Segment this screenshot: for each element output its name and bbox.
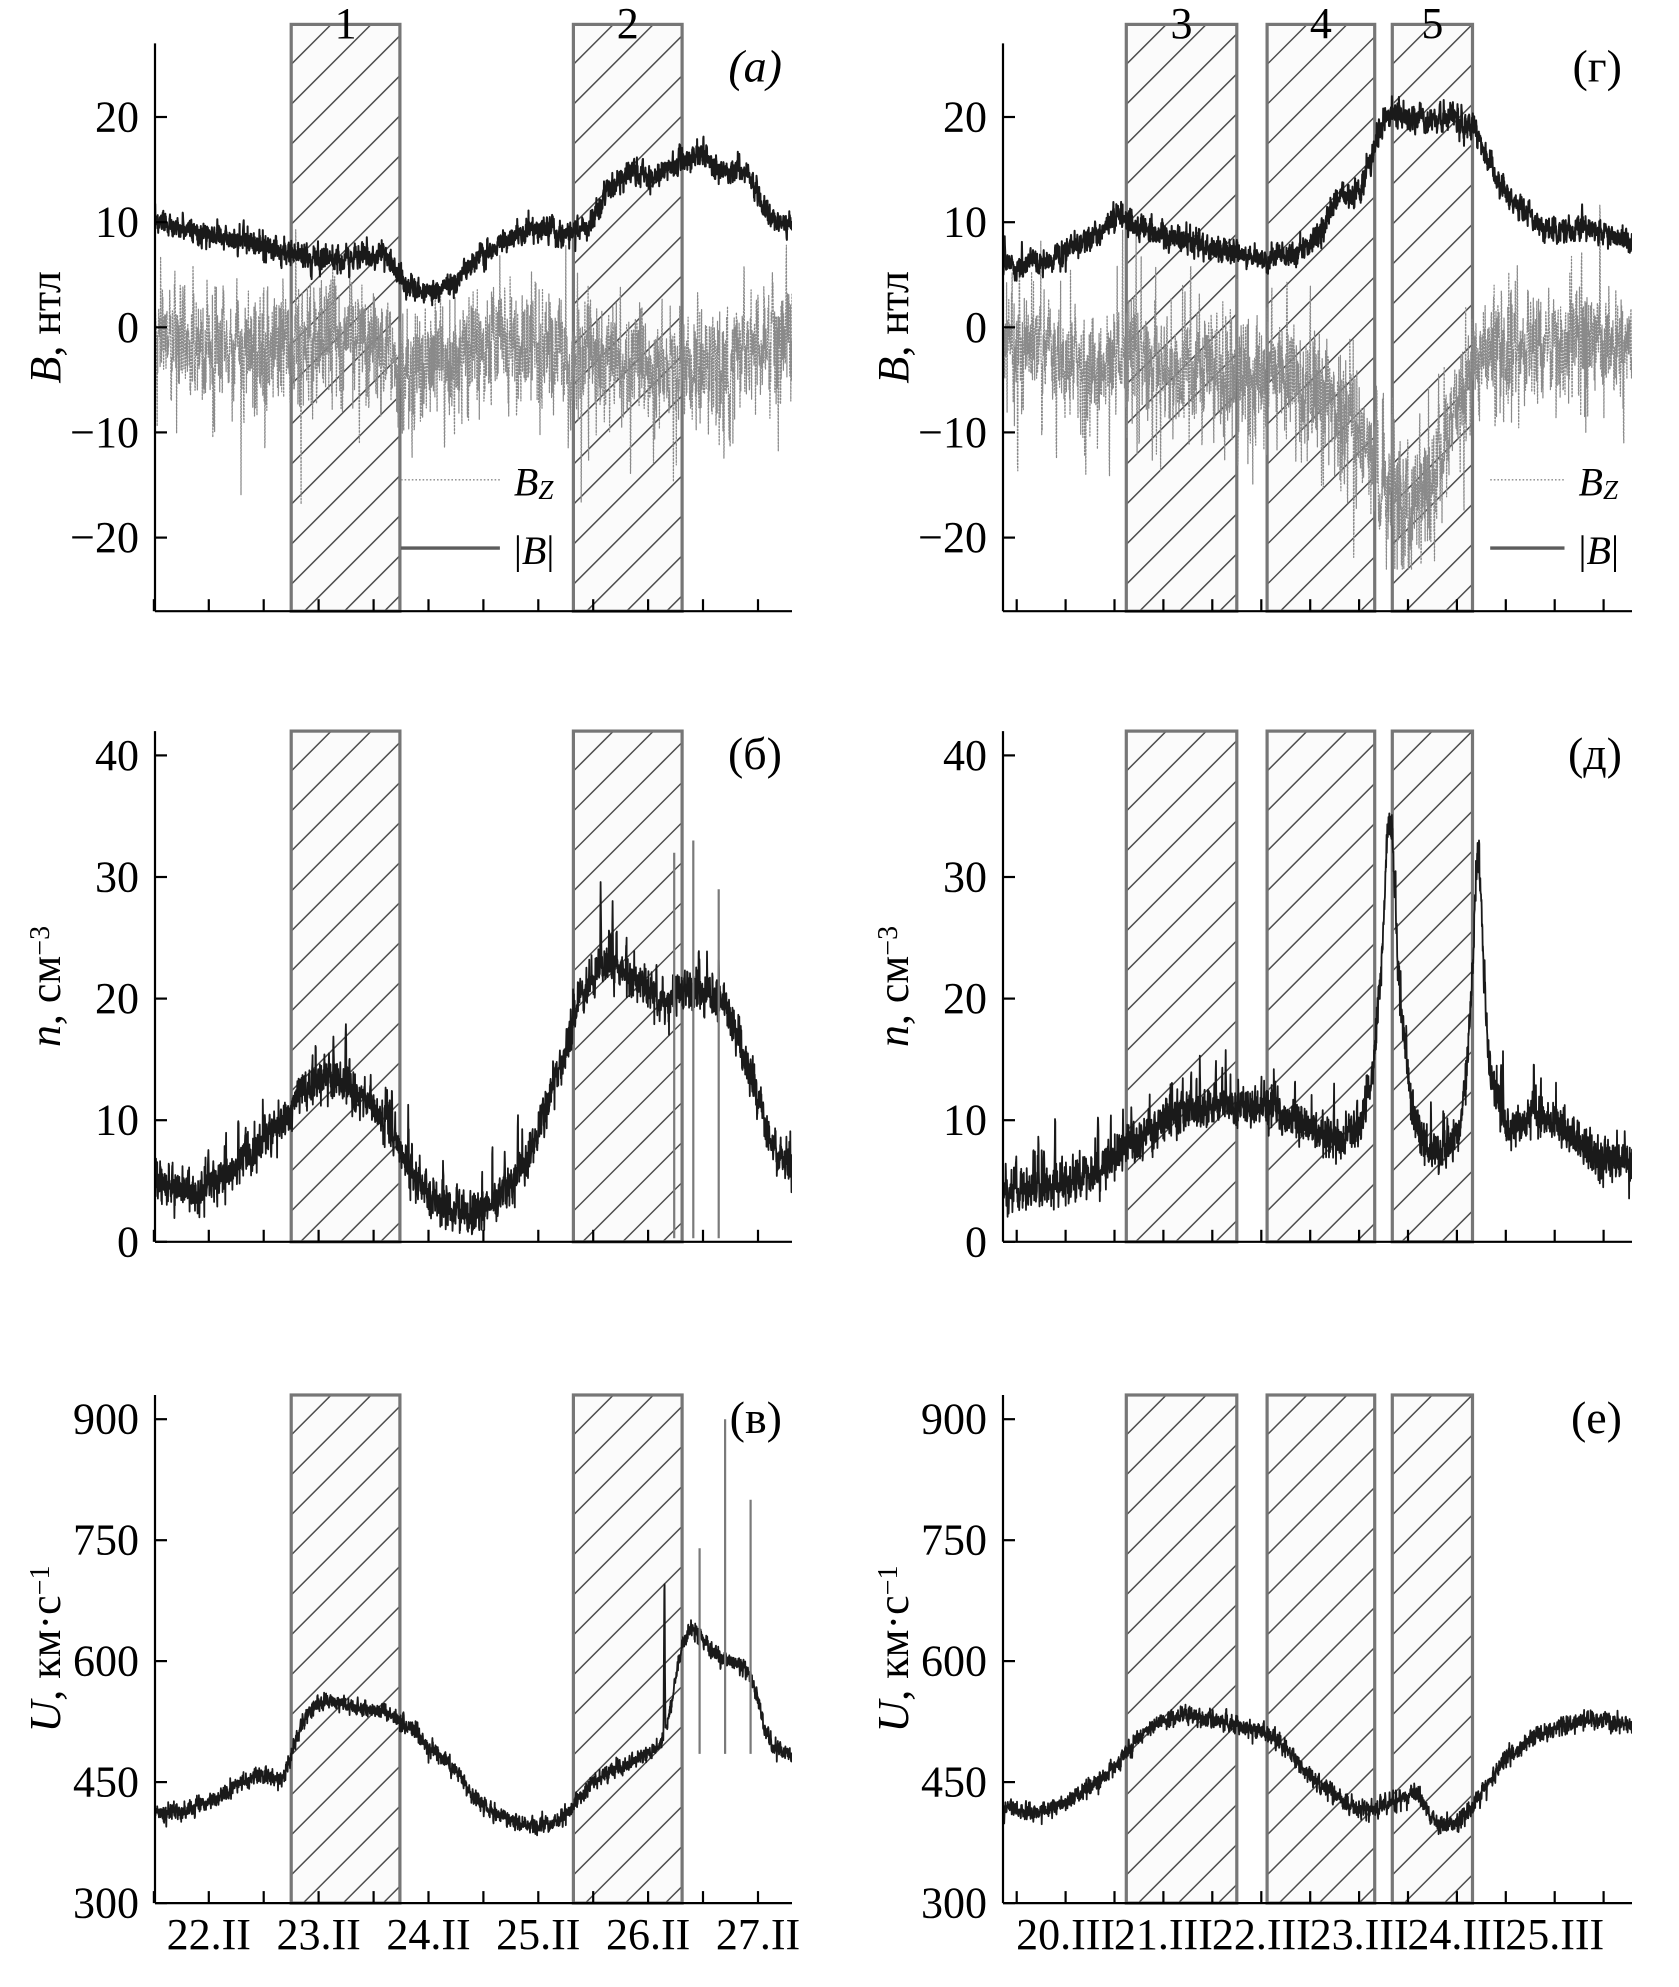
svg-text:0: 0 bbox=[965, 1217, 987, 1266]
svg-text:B, нтл: B, нтл bbox=[869, 271, 918, 384]
svg-text:26.II: 26.II bbox=[606, 1910, 690, 1959]
svg-text:600: 600 bbox=[73, 1637, 139, 1686]
svg-text:25.II: 25.II bbox=[496, 1910, 580, 1959]
svg-text:23.III: 23.III bbox=[1310, 1910, 1409, 1959]
svg-text:300: 300 bbox=[921, 1879, 987, 1928]
svg-text:10: 10 bbox=[95, 1096, 139, 1145]
svg-text:24.II: 24.II bbox=[386, 1910, 470, 1959]
svg-text:(д): (д) bbox=[1568, 728, 1622, 779]
svg-text:27.II: 27.II bbox=[716, 1910, 800, 1959]
svg-text:900: 900 bbox=[73, 1395, 139, 1444]
svg-text:750: 750 bbox=[73, 1516, 139, 1565]
svg-text:0: 0 bbox=[117, 303, 139, 352]
svg-text:|B|: |B| bbox=[514, 528, 554, 573]
svg-text:20: 20 bbox=[943, 93, 987, 142]
svg-text:|B|: |B| bbox=[1579, 528, 1619, 573]
svg-text:0: 0 bbox=[965, 303, 987, 352]
svg-text:450: 450 bbox=[921, 1758, 987, 1807]
svg-text:22.II: 22.II bbox=[167, 1910, 251, 1959]
svg-text:(a): (a) bbox=[728, 40, 782, 91]
svg-text:(г): (г) bbox=[1572, 40, 1622, 91]
svg-text:20: 20 bbox=[95, 93, 139, 142]
svg-text:10: 10 bbox=[95, 198, 139, 247]
svg-text:750: 750 bbox=[921, 1516, 987, 1565]
svg-text:23.II: 23.II bbox=[276, 1910, 360, 1959]
svg-text:10: 10 bbox=[943, 1096, 987, 1145]
svg-text:24.III: 24.III bbox=[1407, 1910, 1506, 1959]
svg-text:20.III: 20.III bbox=[1016, 1910, 1115, 1959]
svg-text:21.III: 21.III bbox=[1114, 1910, 1213, 1959]
svg-text:−10: −10 bbox=[918, 408, 987, 457]
svg-text:4: 4 bbox=[1310, 0, 1332, 48]
svg-text:(в): (в) bbox=[730, 1392, 782, 1443]
svg-text:10: 10 bbox=[943, 198, 987, 247]
svg-text:300: 300 bbox=[73, 1879, 139, 1928]
svg-text:3: 3 bbox=[1171, 0, 1193, 48]
svg-text:900: 900 bbox=[921, 1395, 987, 1444]
svg-text:(е): (е) bbox=[1571, 1392, 1622, 1443]
svg-text:600: 600 bbox=[921, 1637, 987, 1686]
svg-text:25.III: 25.III bbox=[1505, 1910, 1604, 1959]
svg-text:(б): (б) bbox=[728, 728, 782, 779]
svg-text:30: 30 bbox=[95, 853, 139, 902]
svg-text:−20: −20 bbox=[918, 513, 987, 562]
svg-text:450: 450 bbox=[73, 1758, 139, 1807]
svg-text:5: 5 bbox=[1421, 0, 1443, 48]
svg-text:−10: −10 bbox=[70, 408, 139, 457]
svg-text:20: 20 bbox=[95, 974, 139, 1023]
svg-text:B, нтл: B, нтл bbox=[21, 271, 70, 384]
svg-text:1: 1 bbox=[335, 0, 357, 48]
svg-text:22.III: 22.III bbox=[1212, 1910, 1311, 1959]
svg-text:40: 40 bbox=[943, 731, 987, 780]
svg-text:−20: −20 bbox=[70, 513, 139, 562]
svg-text:30: 30 bbox=[943, 853, 987, 902]
svg-text:20: 20 bbox=[943, 974, 987, 1023]
svg-text:0: 0 bbox=[117, 1217, 139, 1266]
svg-text:40: 40 bbox=[95, 731, 139, 780]
svg-text:2: 2 bbox=[617, 0, 639, 48]
